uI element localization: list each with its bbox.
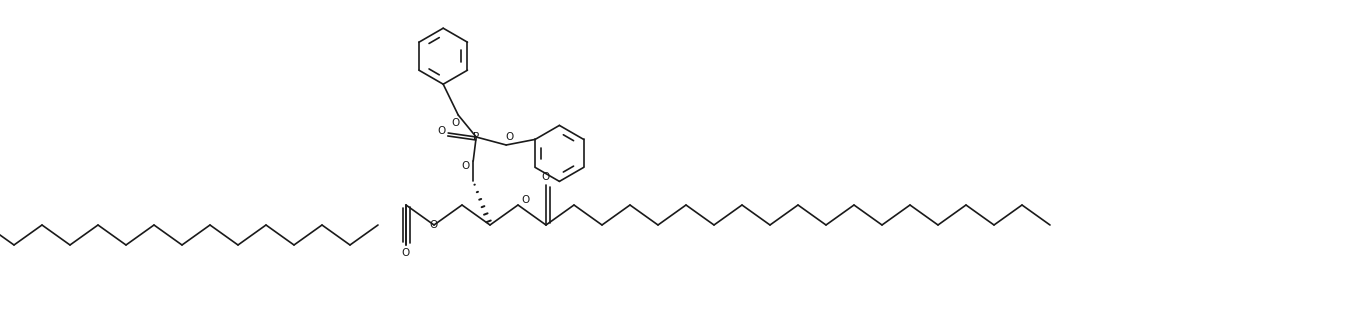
Text: O: O bbox=[451, 118, 459, 128]
Text: O: O bbox=[521, 195, 530, 205]
Text: O: O bbox=[430, 220, 439, 230]
Text: O: O bbox=[542, 172, 550, 182]
Text: O: O bbox=[505, 132, 513, 142]
Text: O: O bbox=[402, 248, 410, 258]
Text: O: O bbox=[462, 161, 470, 171]
Text: P: P bbox=[473, 132, 479, 142]
Text: O: O bbox=[437, 126, 445, 136]
